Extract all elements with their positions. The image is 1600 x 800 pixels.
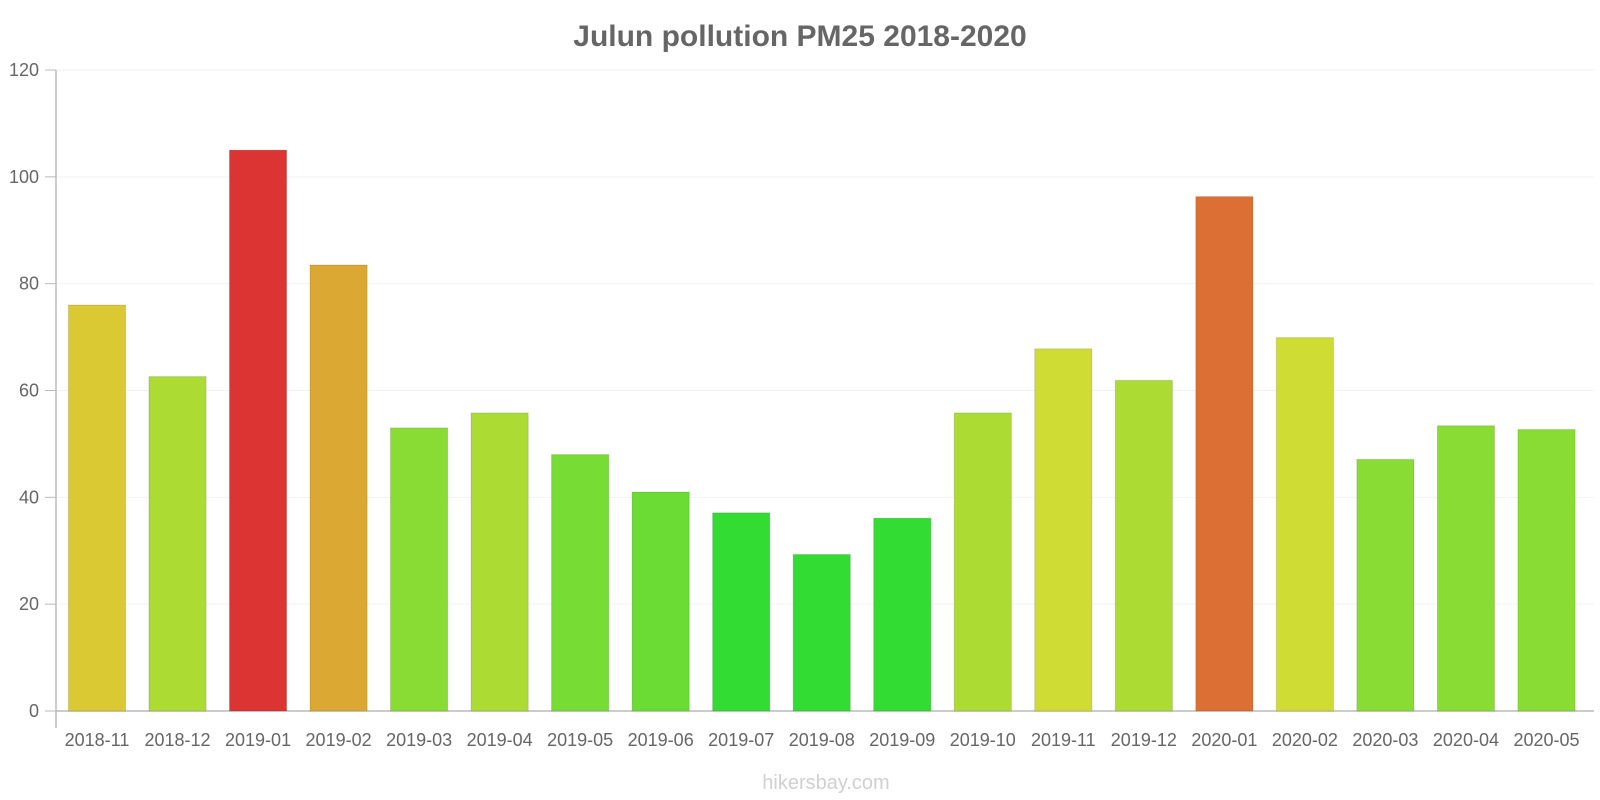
watermark: hikersbay.com [762,772,889,794]
y-tick-label: 120 [9,60,39,80]
bar [953,412,1012,712]
x-category-label: 2020-01 [1191,730,1257,750]
y-axis-ticks: 0 20 40 60 80 100 120 [9,60,56,721]
y-tick-label: 0 [29,701,39,721]
x-axis-labels: 2018-11 2018-12 2019-01 2019-02 2019-03 2019-… [65,730,1580,750]
bar [148,376,207,712]
x-category-label: 2019-08 [789,730,855,750]
chart-title: Julun pollution PM25 2018-2020 [573,20,1026,53]
bar [228,149,288,712]
bar [1114,379,1173,712]
x-category-label: 2019-11 [1031,730,1096,750]
bar [390,427,449,712]
x-category-label: 2019-06 [628,730,694,750]
bar [1275,337,1334,712]
x-category-label: 2019-02 [306,730,372,750]
y-tick-label: 60 [19,381,39,401]
bar [792,553,851,712]
bar [873,517,932,712]
bar [631,491,690,712]
x-category-label: 2020-04 [1433,730,1499,750]
bar [551,454,610,712]
x-category-label: 2019-09 [869,730,935,750]
x-category-label: 2019-03 [386,730,452,750]
x-category-label: 2019-10 [950,730,1016,750]
x-category-label: 2019-01 [225,730,291,750]
y-tick-label: 20 [19,594,39,614]
bar [1195,196,1254,712]
bar [1517,428,1576,712]
x-category-label: 2020-05 [1513,730,1579,750]
y-tick-label: 40 [19,487,39,507]
bar [470,412,529,712]
bar [1034,348,1093,712]
x-category-label: 2020-02 [1272,730,1338,750]
y-tick-label: 80 [19,274,39,294]
bar [67,304,127,712]
bar [309,264,368,712]
x-category-label: 2018-11 [65,730,130,750]
bar [1356,458,1415,712]
x-category-label: 2018-12 [144,730,210,750]
x-category-label: 2019-12 [1111,730,1177,750]
y-tick-label: 100 [9,167,39,187]
x-category-label: 2019-05 [547,730,613,750]
bar [712,512,771,712]
x-category-label: 2019-04 [467,730,533,750]
x-category-label: 2019-07 [708,730,774,750]
bars [67,149,1576,712]
bar [1436,425,1496,712]
x-category-label: 2020-03 [1352,730,1418,750]
